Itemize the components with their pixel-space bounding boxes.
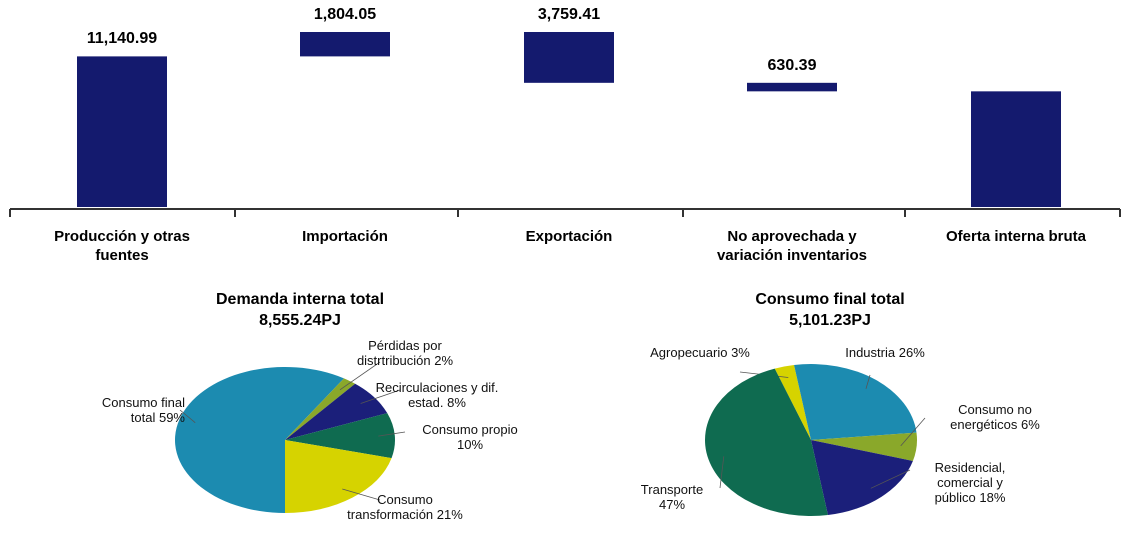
leader-line [179, 409, 196, 423]
pie-slice [285, 413, 395, 459]
slice-label: Consumo final total 59% [90, 395, 185, 425]
slice-value: 8% [447, 395, 466, 410]
bar [524, 32, 614, 83]
slice-name: Residencial, comercial y público [934, 460, 1006, 505]
pie-slice [774, 364, 811, 440]
slice-name: Consumo transformación [347, 492, 434, 522]
slice-value: 21% [436, 507, 463, 522]
bar [300, 32, 390, 57]
x-tick-label: Oferta interna bruta [945, 228, 1087, 245]
leader-line [360, 389, 401, 404]
slice-name: Consumo no energéticos [950, 402, 1032, 432]
x-tick-label: Importación [302, 228, 388, 245]
slice-name: Pérdidas por distrtribución [356, 338, 442, 368]
slice-value: 26% [898, 345, 925, 360]
leader-line [865, 374, 871, 389]
slice-value: 6% [1021, 417, 1040, 432]
slice-label: Industria 26% [845, 345, 925, 360]
value-label: 1,804.05 [313, 6, 377, 23]
value-label: 630.39 [767, 56, 817, 74]
pie-title: Demanda interna total [215, 291, 385, 308]
leader-line [900, 417, 926, 447]
leader-line [339, 361, 381, 391]
pie-slice [285, 378, 356, 440]
leader-line [342, 488, 381, 501]
bar [971, 91, 1061, 207]
x-tick-label: No aprovechada y variación inventarios [716, 228, 868, 264]
pie-slice [285, 383, 388, 440]
slice-label: Transporte 47% [627, 482, 717, 512]
slice-label: Recirculaciones y dif. estad. 8% [372, 380, 502, 410]
slice-value: 3% [731, 345, 750, 360]
slice-label: Pérdidas por distrtribución 2% [330, 338, 480, 368]
slice-name: Agropecuario [650, 345, 728, 360]
slice-name: Recirculaciones y dif. estad. [375, 380, 499, 410]
value-label: 11,140.99 [86, 30, 158, 48]
pie-slice [811, 440, 913, 516]
pie-title: Consumo final total [755, 291, 905, 308]
pie-slice [174, 366, 344, 513]
slice-label: Consumo propio 10% [410, 422, 530, 452]
pie-slice [705, 368, 828, 516]
x-tick-label: Producción y otras fuentes [54, 228, 190, 264]
pie-slice [794, 364, 917, 440]
pie-subtitle: 5,101.23PJ [789, 312, 871, 329]
pie-slice [285, 440, 392, 513]
slice-value: 18% [979, 490, 1006, 505]
bar [77, 56, 167, 207]
pie-subtitle: 8,555.24PJ [259, 312, 341, 329]
slice-name: Transporte [640, 482, 704, 497]
value-label: 3,759.41 [537, 6, 601, 23]
bar [747, 82, 837, 92]
slice-label: Agropecuario 3% [650, 345, 750, 360]
slice-value: 59% [158, 410, 185, 425]
slice-label: Consumo no energéticos 6% [925, 402, 1065, 432]
slice-label: Residencial, comercial y público 18% [915, 460, 1025, 505]
slice-name: Consumo propio [422, 422, 518, 437]
slice-name: Consumo final total [101, 395, 185, 425]
slice-value: 47% [658, 497, 686, 512]
x-tick-label: Exportación [525, 228, 613, 245]
slice-value: 10% [456, 437, 484, 452]
slice-name: Industria [845, 345, 896, 360]
slice-value: 2% [434, 353, 454, 368]
leader-line [378, 431, 406, 437]
leader-line [870, 469, 911, 489]
pie-slice [811, 432, 917, 461]
leader-line [719, 456, 725, 489]
slice-label: Consumo transformación 21% [345, 492, 465, 522]
